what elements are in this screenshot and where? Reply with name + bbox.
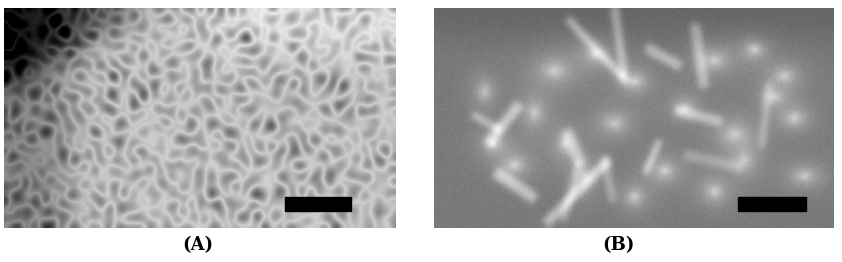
Bar [285, 196, 351, 211]
Text: (A): (A) [183, 236, 213, 254]
Text: (B): (B) [603, 236, 635, 254]
Bar [738, 196, 806, 211]
